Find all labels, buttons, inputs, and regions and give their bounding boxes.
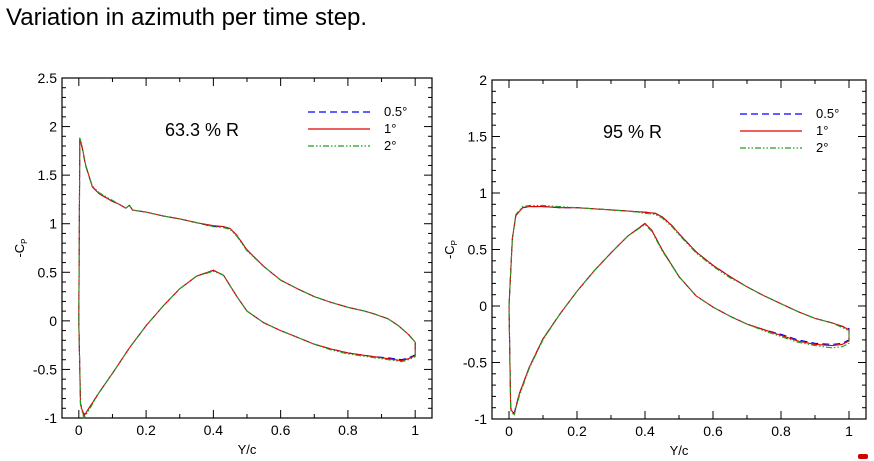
chart-panel-2: 0 0.2 0.4 0.6 0.8 1 -1 -0.5 0 0.5 1 1.5 2 Y/c -CP 95 % …	[442, 72, 867, 458]
series-line-3	[508, 204, 850, 417]
x-tick-label: 0.2	[567, 423, 587, 439]
section-label: 63.3 % R	[165, 120, 239, 140]
series-line-2	[78, 137, 416, 417]
x-tick-label: 0	[75, 422, 83, 438]
y-tick-label: 0	[49, 313, 57, 329]
x-tick-label: 0.4	[204, 422, 224, 438]
x-tick-label: 1	[845, 423, 853, 439]
x-tick-label: 0.6	[271, 422, 291, 438]
plot-frame	[491, 79, 867, 420]
x-axis-title: Y/c	[670, 443, 689, 458]
chart-panel-1: 0 0.2 0.4 0.6 0.8 1 -1 -0.5 0 0.5 1 1.5 2 2.5 Y/c -CP 63…	[12, 70, 433, 457]
x-tick-label: 0.4	[635, 423, 655, 439]
x-tick-label: 0.8	[771, 423, 791, 439]
y-tick-label: 1.5	[468, 129, 488, 145]
x-tick-label: 1	[411, 422, 419, 438]
legend-label-1: 0.5°	[816, 106, 839, 121]
legend-label-3: 2°	[384, 138, 396, 153]
y-tick-label: 2	[49, 119, 57, 135]
legend-label-2: 1°	[816, 123, 828, 138]
x-tick-label: 0.2	[136, 422, 156, 438]
y-tick-label: 2	[479, 72, 487, 88]
legend-label-1: 0.5°	[384, 104, 407, 119]
y-tick-label: 1	[49, 216, 57, 232]
y-tick-label: -0.5	[463, 355, 487, 371]
series-line-1	[508, 206, 850, 414]
y-tick-label: 0	[479, 298, 487, 314]
series-line-2	[508, 206, 850, 416]
plot-frame	[61, 77, 433, 419]
y-tick-label: -1	[475, 411, 488, 427]
y-tick-label: -1	[45, 410, 58, 426]
red-edge-mark	[858, 454, 868, 459]
section-label: 95 % R	[603, 122, 662, 142]
y-tick-label: 0.5	[468, 242, 488, 258]
y-tick-label: 1	[479, 185, 487, 201]
x-tick-label: 0	[505, 423, 513, 439]
series-line-3	[78, 137, 416, 419]
legend-label-3: 2°	[816, 140, 828, 155]
legend-label-2: 1°	[384, 121, 396, 136]
series-line-1	[78, 138, 416, 416]
y-tick-label: -0.5	[33, 361, 57, 377]
x-tick-label: 0.6	[703, 423, 723, 439]
y-tick-label: 2.5	[38, 70, 58, 86]
y-tick-label: 0.5	[38, 264, 58, 280]
x-axis-title: Y/c	[238, 442, 257, 457]
y-axis-title: -CP	[12, 238, 29, 257]
page-title: Variation in azimuth per time step.	[6, 4, 368, 31]
y-tick-label: 1.5	[38, 167, 58, 183]
x-tick-label: 0.8	[338, 422, 358, 438]
y-axis-title: -CP	[442, 240, 459, 259]
